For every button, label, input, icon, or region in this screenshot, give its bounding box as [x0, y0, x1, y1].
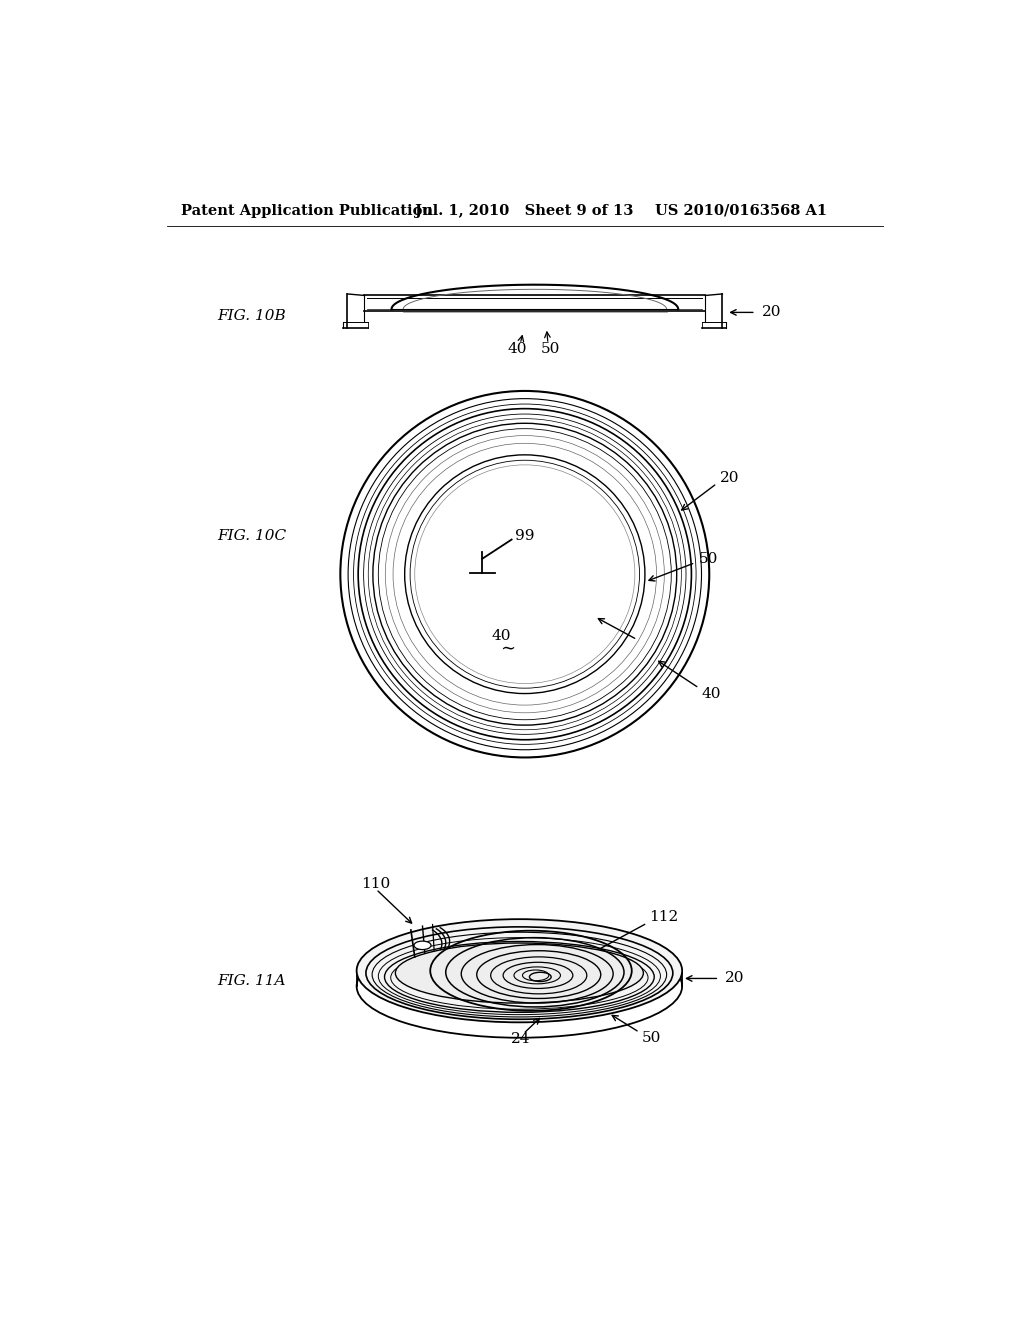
- Text: 20: 20: [725, 972, 744, 986]
- Text: 40: 40: [701, 686, 721, 701]
- Text: 50: 50: [699, 552, 719, 566]
- Text: FIG. 11A: FIG. 11A: [217, 974, 286, 987]
- Text: FIG. 10B: FIG. 10B: [217, 309, 286, 323]
- Text: 112: 112: [649, 909, 679, 924]
- Text: 24: 24: [511, 1031, 530, 1045]
- Text: Patent Application Publication: Patent Application Publication: [180, 203, 433, 218]
- Ellipse shape: [395, 942, 643, 1003]
- Text: 40: 40: [492, 628, 511, 643]
- Ellipse shape: [414, 941, 431, 949]
- Text: 50: 50: [541, 342, 560, 356]
- Text: 20: 20: [762, 305, 781, 319]
- Text: ∼: ∼: [500, 639, 515, 657]
- Ellipse shape: [356, 919, 682, 1022]
- Text: Jul. 1, 2010   Sheet 9 of 13: Jul. 1, 2010 Sheet 9 of 13: [415, 203, 633, 218]
- Text: FIG. 10C: FIG. 10C: [217, 529, 287, 543]
- Text: 40: 40: [507, 342, 526, 356]
- Text: 20: 20: [720, 471, 739, 484]
- Text: 110: 110: [361, 876, 390, 891]
- Text: 99: 99: [515, 529, 535, 544]
- Text: US 2010/0163568 A1: US 2010/0163568 A1: [655, 203, 827, 218]
- Text: 50: 50: [642, 1031, 662, 1044]
